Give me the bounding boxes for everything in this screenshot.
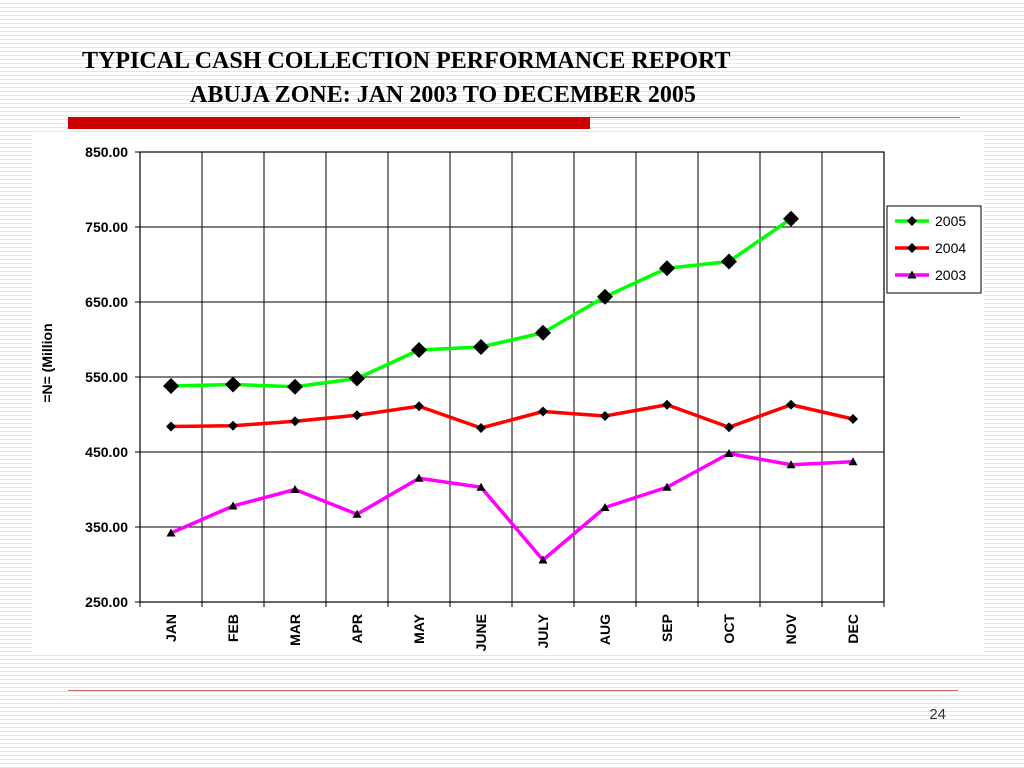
x-tick-label: JUNE [473, 614, 489, 651]
data-point-2004 [476, 423, 486, 433]
data-point-2005 [597, 288, 613, 305]
line-chart: 850.00 750.00 650.00 550.00 450.00 350.00 250.… [39, 144, 982, 651]
x-tick-label: JULY [535, 613, 551, 648]
x-tick-label: AUG [597, 614, 613, 645]
x-tick-label: OCT [721, 614, 737, 644]
y-tick-label: 550.00 [85, 369, 128, 385]
data-point-2005 [225, 376, 241, 393]
data-point-2004 [600, 411, 610, 421]
data-point-2004 [414, 401, 424, 412]
legend-marker-2003 [907, 270, 917, 279]
y-tick-label: 450.00 [85, 444, 128, 460]
series-line-2003 [169, 451, 855, 562]
data-point-2004 [538, 406, 548, 417]
x-tick-label: MAR [287, 614, 303, 646]
data-point-2005 [411, 342, 427, 358]
series-markers [163, 210, 858, 564]
x-tick-label: DEC [845, 614, 861, 644]
legend-label-2004: 2004 [935, 240, 966, 256]
chart-panel: 850.00 750.00 650.00 550.00 450.00 350.00 250.… [32, 134, 984, 654]
legend-marker-2004 [907, 243, 917, 253]
data-point-2004 [848, 414, 858, 424]
title-accent-rule [590, 117, 960, 118]
data-point-2003 [476, 482, 486, 491]
data-point-2003 [724, 449, 734, 457]
x-tick-label: JAN [163, 614, 179, 642]
data-point-2003 [662, 482, 672, 491]
data-point-2004 [352, 410, 362, 421]
y-axis-label: =N= (Million [39, 323, 55, 402]
footer-rule [68, 690, 958, 691]
x-tick-label: SEP [659, 614, 675, 642]
data-point-2003 [352, 509, 362, 518]
y-tick-label: 750.00 [85, 219, 128, 235]
data-point-2003 [414, 473, 424, 482]
y-tick-label: 350.00 [85, 519, 128, 535]
slide-title: TYPICAL CASH COLLECTION PERFORMANCE REPO… [60, 44, 960, 112]
data-point-2003 [786, 460, 796, 469]
y-tick-label: 250.00 [85, 594, 128, 610]
data-point-2004 [662, 399, 672, 410]
title-accent-bar [68, 117, 590, 129]
data-point-2003 [228, 501, 238, 510]
data-point-2003 [848, 457, 858, 466]
data-point-2005 [473, 339, 489, 355]
data-point-2003 [600, 503, 610, 511]
legend: 2005 2004 2003 [886, 205, 982, 294]
data-point-2004 [166, 421, 176, 432]
data-point-2005 [163, 378, 179, 394]
legend-label-2005: 2005 [935, 213, 966, 229]
data-point-2005 [659, 260, 675, 277]
x-tick-label: APR [349, 614, 365, 644]
gridlines [139, 151, 885, 603]
slide-title-line-2: ABUJA ZONE: JAN 2003 TO DECEMBER 2005 [190, 82, 696, 108]
data-point-2003 [538, 555, 548, 564]
series-line-2004 [169, 403, 855, 430]
data-point-2005 [535, 324, 551, 341]
data-point-2005 [721, 253, 737, 270]
data-point-2005 [783, 210, 799, 227]
data-point-2003 [166, 528, 176, 537]
y-tick-label: 650.00 [85, 294, 128, 310]
x-tick-label: FEB [225, 614, 241, 642]
legend-label-2003: 2003 [935, 267, 966, 283]
slide-title-line-1: TYPICAL CASH COLLECTION PERFORMANCE REPO… [82, 48, 731, 74]
page-number: 24 [929, 706, 946, 723]
x-tick-label: MAY [411, 613, 427, 643]
data-point-2005 [349, 370, 365, 387]
data-point-2004 [724, 422, 734, 433]
data-point-2004 [228, 420, 238, 431]
data-point-2004 [290, 416, 300, 427]
legend-marker-2005 [907, 216, 917, 226]
data-point-2005 [287, 378, 303, 395]
data-point-2004 [786, 399, 796, 410]
axes: 850.00 750.00 650.00 550.00 450.00 350.00 250.… [39, 144, 885, 651]
x-tick-label: NOV [783, 613, 799, 644]
y-tick-label: 850.00 [85, 144, 128, 160]
plot-border [139, 151, 885, 603]
data-point-2003 [290, 485, 300, 493]
